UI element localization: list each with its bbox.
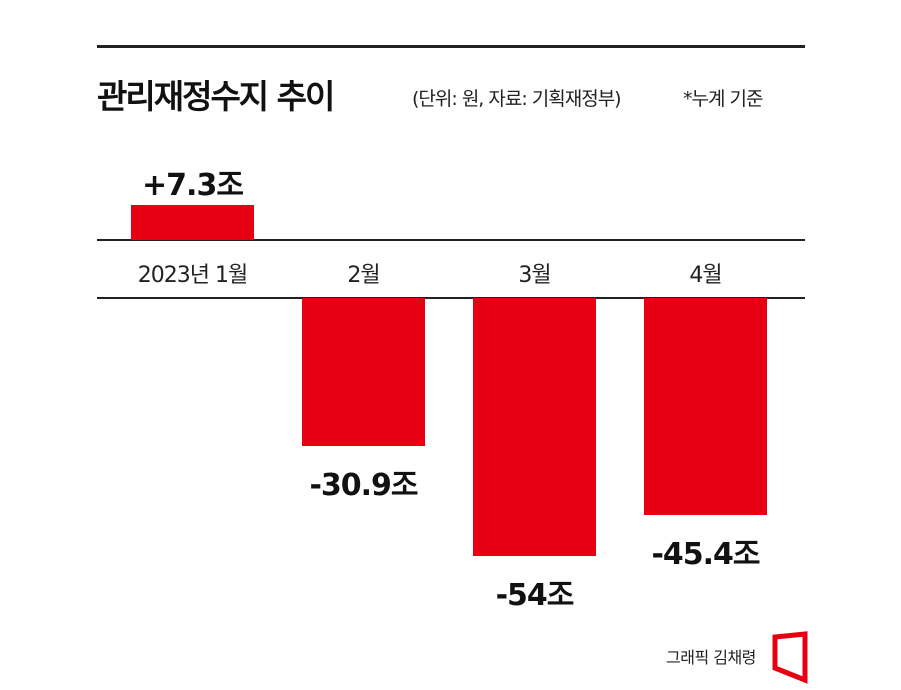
graphic-credit: 그래픽 김채령 <box>666 648 756 667</box>
data-label: -54조 <box>495 578 575 614</box>
category-label: 4월 <box>689 263 722 288</box>
bar-1 <box>131 205 254 240</box>
logo-icon <box>772 631 808 684</box>
data-label: -45.4조 <box>651 537 760 572</box>
category-label: 2월 <box>347 263 380 288</box>
chart-title: 관리재정수지 추이 <box>97 77 335 116</box>
category-divider <box>97 297 805 299</box>
category-label: 2023년 1월 <box>137 263 248 288</box>
data-label: -30.9조 <box>309 467 418 503</box>
chart-subtitle: (단위: 원, 자료: 기획재정부) <box>412 88 622 110</box>
category-label: 3월 <box>518 263 551 288</box>
bar-3 <box>473 298 596 557</box>
zero-baseline <box>97 239 805 241</box>
bar-2 <box>302 298 425 446</box>
bar-4 <box>644 298 767 515</box>
data-label: +7.3조 <box>142 168 244 204</box>
chart-note: *누계 기준 <box>683 88 763 110</box>
top-rule <box>97 45 805 48</box>
